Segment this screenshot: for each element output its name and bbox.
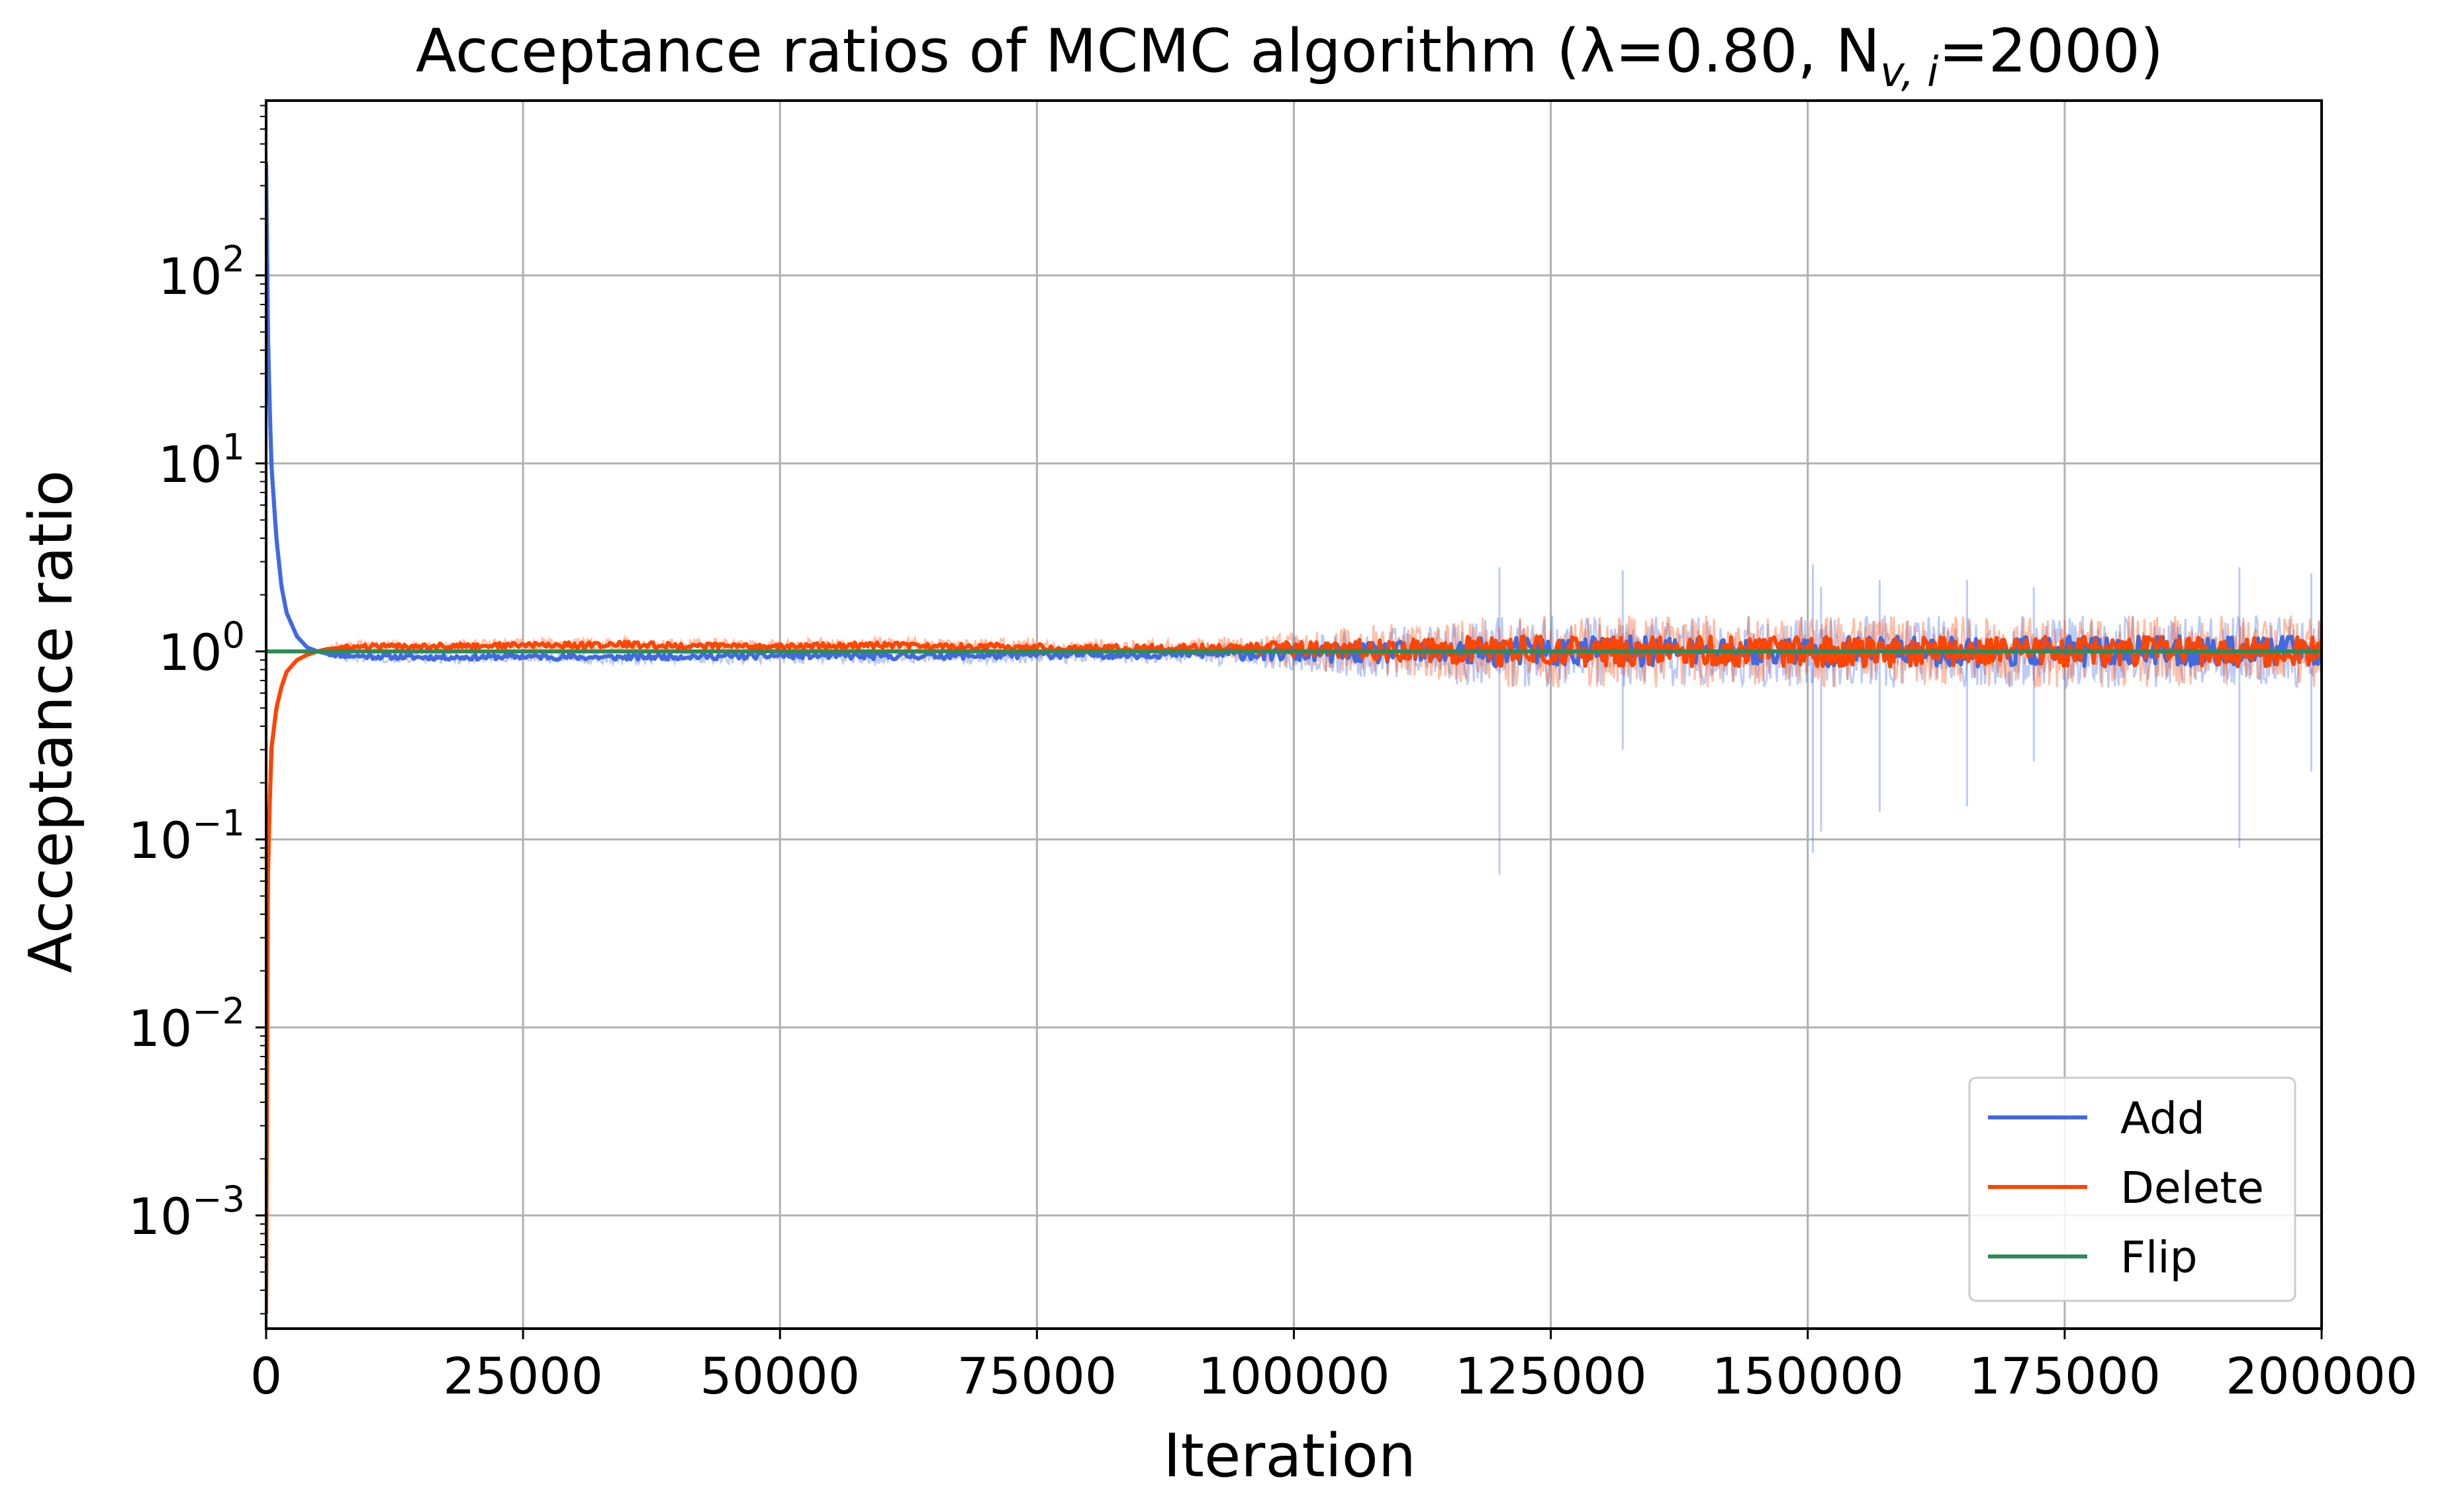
y-tick-label: 10−3 <box>128 1178 245 1246</box>
y-axis-label: Acceptance ratio <box>17 470 86 973</box>
legend-label-flip: Flip <box>2120 1232 2198 1283</box>
chart-title-tail: =2000) <box>1938 17 2163 86</box>
chart-title: Acceptance ratios of MCMC algorithm (λ=0… <box>416 17 2163 96</box>
x-tick-label: 175000 <box>1969 1347 2161 1405</box>
x-tick-label: 100000 <box>1198 1347 1390 1405</box>
x-axis-label: Iteration <box>1163 1421 1416 1491</box>
chart-title-subscript: v, i <box>1880 48 1938 96</box>
x-tick-label: 125000 <box>1455 1347 1647 1405</box>
legend-label-delete: Delete <box>2120 1162 2264 1213</box>
y-tick-label: 10−1 <box>128 802 245 870</box>
y-tick-label: 100 <box>158 614 245 682</box>
ticks: 0 25000 50000 75000 100000 125000 150000 175000… <box>128 105 2418 1405</box>
legend: Add Delete Flip <box>1968 1076 2296 1302</box>
x-tick-label: 0 <box>250 1347 282 1405</box>
legend-box <box>1968 1076 2296 1302</box>
series-layer <box>266 162 2322 1314</box>
y-tick-label: 101 <box>158 426 245 494</box>
x-tick-label: 25000 <box>443 1347 603 1405</box>
x-tick-label: 50000 <box>700 1347 860 1405</box>
x-tick-label: 200000 <box>2226 1347 2418 1405</box>
series-line-delete <box>266 634 2322 1314</box>
y-tick-label: 102 <box>158 238 245 306</box>
y-tick-label: 10−2 <box>128 990 245 1058</box>
x-tick-label: 150000 <box>1712 1347 1904 1405</box>
chart-title-main: Acceptance ratios of MCMC algorithm (λ=0… <box>416 17 1880 86</box>
x-tick-label: 75000 <box>957 1347 1117 1405</box>
legend-label-add: Add <box>2120 1093 2205 1144</box>
